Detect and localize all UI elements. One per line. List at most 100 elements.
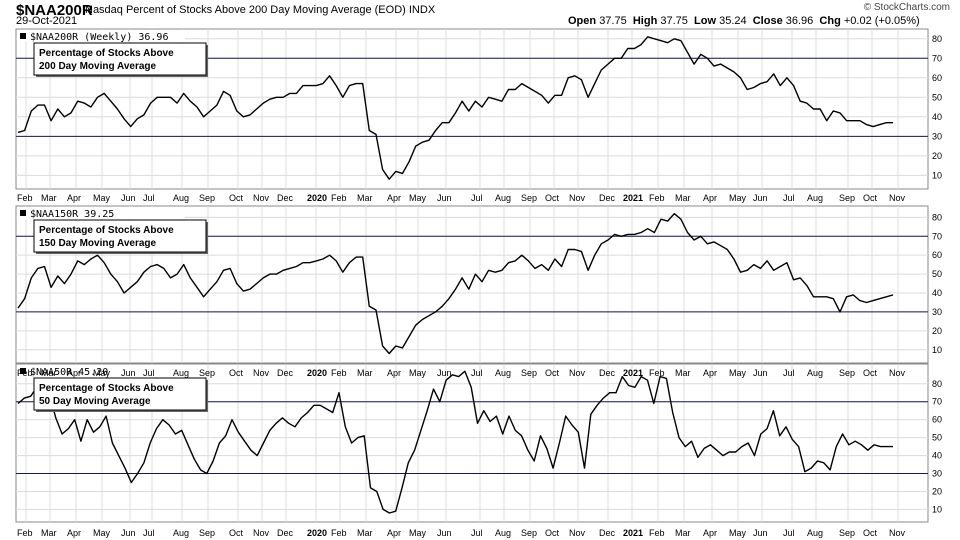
y-tick-label: 80 xyxy=(932,34,942,44)
x-tick-label: Mar xyxy=(357,528,373,538)
legend-box xyxy=(33,42,207,76)
x-tick-label: Jun xyxy=(437,528,452,538)
x-tick-label: 2021 xyxy=(623,528,643,538)
x-tick-label: Jul xyxy=(143,528,155,538)
x-tick-label: Jul xyxy=(143,368,155,378)
x-tick-label: Sep xyxy=(199,193,215,203)
low-label: Low xyxy=(694,15,717,27)
x-tick-label: Jun xyxy=(121,528,136,538)
x-tick-label: May xyxy=(729,193,747,203)
x-tick-label: May xyxy=(409,368,427,378)
x-tick-label: Sep xyxy=(521,193,537,203)
x-tick-label: Aug xyxy=(173,368,189,378)
x-tick-label: Jul xyxy=(783,368,795,378)
description-text: Nasdaq Percent of Stocks Above 200 Day M… xyxy=(85,4,406,16)
y-tick-label: 50 xyxy=(932,269,942,279)
x-tick-label: Oct xyxy=(863,368,878,378)
x-tick-label: Sep xyxy=(839,368,855,378)
x-tick-label: 2020 xyxy=(307,528,327,538)
y-tick-label: 10 xyxy=(932,345,942,355)
y-tick-label: 80 xyxy=(932,212,942,222)
x-tick-label: Feb xyxy=(649,368,665,378)
x-tick-label: Jun xyxy=(437,368,452,378)
x-tick-label: Aug xyxy=(807,528,823,538)
x-tick-label: Apr xyxy=(387,368,401,378)
x-tick-label: Dec xyxy=(599,368,616,378)
y-tick-label: 20 xyxy=(932,326,942,336)
y-tick-label: 10 xyxy=(932,170,942,180)
y-tick-label: 50 xyxy=(932,433,942,443)
legend-text: Percentage of Stocks Above xyxy=(39,48,174,59)
ticker-label: $NAA50R 45.20 xyxy=(30,367,108,378)
symbol-description: Nasdaq Percent of Stocks Above 200 Day M… xyxy=(85,4,435,16)
ticker-label-bg xyxy=(17,207,185,219)
y-tick-label: 30 xyxy=(932,307,942,317)
x-tick-label: Aug xyxy=(495,368,511,378)
series-line-3 xyxy=(17,370,893,514)
x-tick-label: 2020 xyxy=(307,368,327,378)
y-tick-label: 40 xyxy=(932,112,942,122)
x-tick-label: Mar xyxy=(357,193,373,203)
y-tick-label: 60 xyxy=(932,250,942,260)
x-tick-label: Sep xyxy=(199,528,215,538)
x-tick-label: Oct xyxy=(229,193,244,203)
x-tick-label: May xyxy=(93,368,111,378)
x-tick-label: Apr xyxy=(387,528,401,538)
series-line-2 xyxy=(17,212,894,355)
x-tick-label: Jul xyxy=(471,368,483,378)
y-tick-label: 50 xyxy=(932,92,942,102)
ticker-label: $NAA150R 39.25 xyxy=(30,209,114,220)
x-tick-label: Sep xyxy=(521,368,537,378)
x-tick-label: Feb xyxy=(331,368,347,378)
x-tick-label: 2020 xyxy=(307,193,327,203)
x-tick-label: Nov xyxy=(569,368,586,378)
x-tick-label: Oct xyxy=(545,528,560,538)
ticker-label-bg xyxy=(17,30,185,42)
x-tick-label: Oct xyxy=(545,193,560,203)
x-tick-label: Nov xyxy=(889,368,906,378)
x-tick-label: Nov xyxy=(253,528,270,538)
y-tick-label: 10 xyxy=(932,504,942,514)
x-tick-label: Jun xyxy=(753,528,768,538)
x-tick-label: Feb xyxy=(17,193,33,203)
x-tick-label: May xyxy=(409,193,427,203)
x-tick-label: Nov xyxy=(889,528,906,538)
x-tick-label: Jun xyxy=(753,193,768,203)
x-tick-label: Oct xyxy=(229,368,244,378)
y-tick-label: 30 xyxy=(932,469,942,479)
x-tick-label: Jul xyxy=(471,528,483,538)
legend-box xyxy=(33,219,207,253)
legend-text: Percentage of Stocks Above xyxy=(39,383,174,394)
x-tick-label: Mar xyxy=(357,368,373,378)
x-tick-label: Oct xyxy=(545,368,560,378)
y-tick-label: 20 xyxy=(932,151,942,161)
x-tick-label: Aug xyxy=(173,528,189,538)
x-tick-label: Jul xyxy=(143,193,155,203)
ticker-label-bg xyxy=(17,365,185,377)
x-tick-label: Apr xyxy=(703,368,717,378)
y-tick-label: 30 xyxy=(932,131,942,141)
x-tick-label: Oct xyxy=(229,528,244,538)
x-tick-label: May xyxy=(729,368,747,378)
x-tick-label: Dec xyxy=(277,193,294,203)
x-tick-label: Mar xyxy=(41,528,57,538)
y-tick-label: 40 xyxy=(932,288,942,298)
ticker-swatch xyxy=(20,368,26,374)
x-tick-label: Aug xyxy=(495,528,511,538)
x-tick-label: Aug xyxy=(807,368,823,378)
x-tick-label: Apr xyxy=(703,528,717,538)
x-tick-label: Feb xyxy=(649,193,665,203)
legend-text: 150 Day Moving Average xyxy=(39,238,157,249)
x-tick-label: Jun xyxy=(437,193,452,203)
legend-text: Percentage of Stocks Above xyxy=(39,225,174,236)
ticker-label: $NAA200R (Weekly) 36.96 xyxy=(30,32,168,43)
chg-label: Chg xyxy=(819,15,841,27)
y-tick-label: 60 xyxy=(932,415,942,425)
open-value: 37.75 xyxy=(599,15,627,27)
x-tick-label: May xyxy=(93,193,111,203)
x-tick-label: Jul xyxy=(783,528,795,538)
x-tick-label: Feb xyxy=(17,528,33,538)
x-tick-label: Feb xyxy=(17,368,33,378)
x-tick-label: Nov xyxy=(569,528,586,538)
